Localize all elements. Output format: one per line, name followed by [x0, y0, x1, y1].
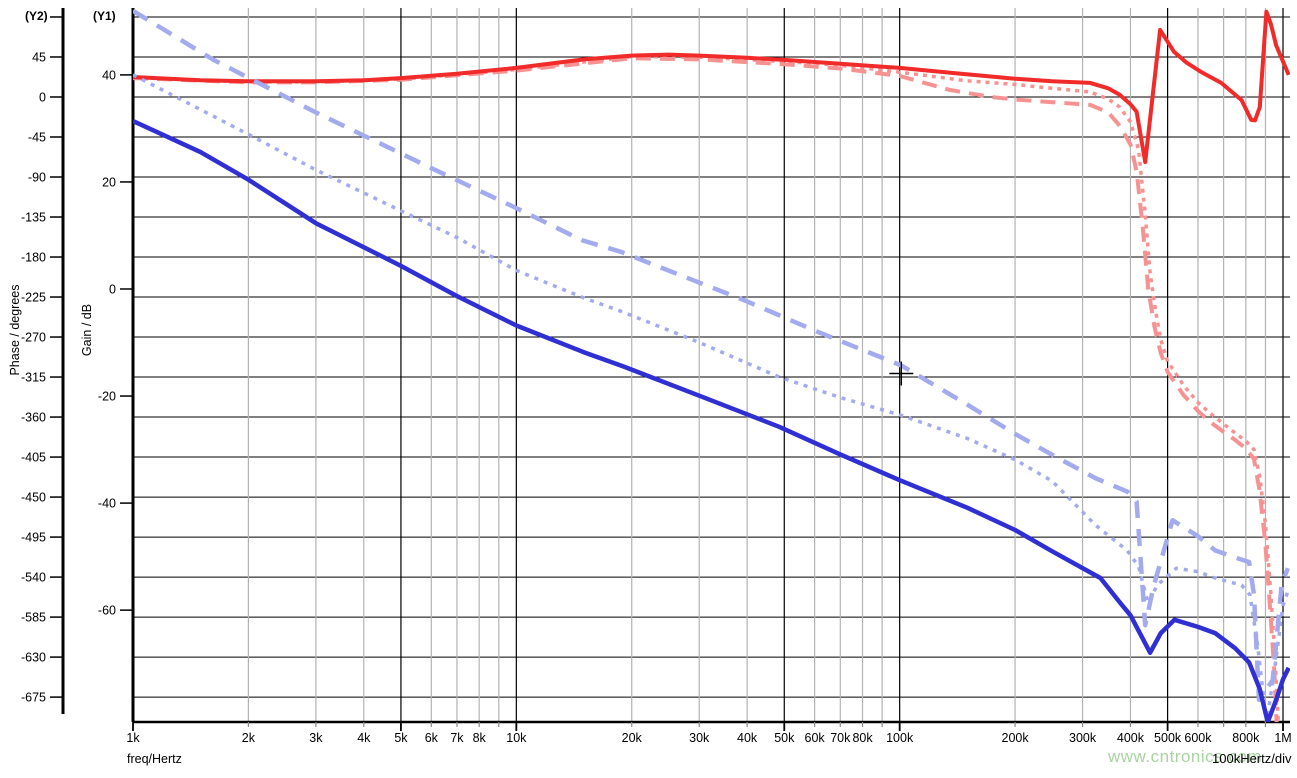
- y2-tick-label: -45: [28, 131, 46, 145]
- y2-tick-label: -135: [21, 211, 46, 225]
- x-tick-label: 200k: [1002, 731, 1030, 745]
- curve-phase-solid: [133, 118, 1290, 722]
- y1-tick-label: 20: [102, 175, 116, 189]
- y1-tick-label: -60: [98, 604, 116, 618]
- x-tick-label: 800k: [1232, 731, 1260, 745]
- x-tick-label: 40k: [737, 731, 758, 745]
- x-tick-label: 400k: [1117, 731, 1145, 745]
- y2-axis-tag: (Y2): [25, 9, 48, 23]
- x-tick-label: 600k: [1184, 731, 1212, 745]
- curve-phase-dashed: [133, 8, 1290, 703]
- x-tick-label: 500k: [1154, 731, 1182, 745]
- y2-tick-label: -90: [28, 171, 46, 185]
- x-tick-label: 10k: [506, 731, 527, 745]
- y1-tick-label: 0: [109, 282, 116, 296]
- hertz-per-div-label: 100kHertz/div: [1212, 751, 1292, 766]
- x-tick-label: 1k: [126, 731, 140, 745]
- x-tick-label: 80k: [852, 731, 873, 745]
- x-tick-label: 2k: [242, 731, 256, 745]
- x-tick-label: 4k: [357, 731, 371, 745]
- y2-tick-label: -270: [21, 331, 46, 345]
- y1-tick-label: -20: [98, 390, 116, 404]
- x-tick-label: 5k: [394, 731, 408, 745]
- y2-tick-label: 45: [32, 50, 46, 64]
- x-tick-label: 7k: [450, 731, 464, 745]
- y1-tick-label: 40: [102, 68, 116, 82]
- curve-gain-dashed: [133, 56, 1279, 722]
- y2-tick-label: -540: [21, 571, 46, 585]
- x-tick-label: 100k: [886, 731, 914, 745]
- y2-tick-label: -630: [21, 651, 46, 665]
- y1-tick-label: -40: [98, 497, 116, 511]
- x-tick-label: 20k: [622, 731, 643, 745]
- y1-axis-tag: (Y1): [93, 9, 116, 23]
- y2-tick-label: -495: [21, 531, 46, 545]
- y2-tick-label: -180: [21, 251, 46, 265]
- y2-tick-label: -450: [21, 491, 46, 505]
- y2-tick-label: -225: [21, 291, 46, 305]
- x-tick-label: 3k: [309, 731, 323, 745]
- y2-tick-label: -405: [21, 451, 46, 465]
- curve-phase-dotted: [133, 73, 1290, 722]
- y2-tick-label: 0: [39, 90, 46, 104]
- curve-gain-dotted: [133, 54, 1281, 722]
- y2-tick-label: -585: [21, 611, 46, 625]
- x-tick-label: 300k: [1069, 731, 1097, 745]
- x-tick-label: 6k: [425, 731, 439, 745]
- x-tick-label: 70k: [830, 731, 851, 745]
- curve-gain-solid: [133, 9, 1290, 165]
- y2-tick-label: -315: [21, 371, 46, 385]
- x-tick-label: 50k: [774, 731, 795, 745]
- y2-tick-label: -675: [21, 691, 46, 705]
- x-tick-label: 8k: [473, 731, 487, 745]
- watermark: www.cntronics.com: [1108, 747, 1262, 766]
- y2-tick-label: -360: [21, 411, 46, 425]
- x-tick-label: 1M: [1274, 731, 1291, 745]
- x-tick-label: 60k: [805, 731, 826, 745]
- x-tick-label: 30k: [689, 731, 710, 745]
- x-axis-title: freq/Hertz: [127, 752, 182, 766]
